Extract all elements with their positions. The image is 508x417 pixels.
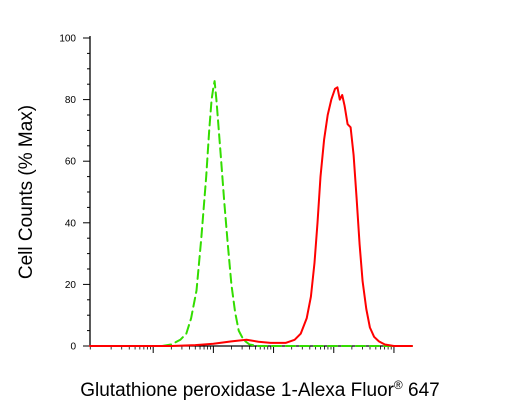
y-axis-label: Cell Counts (% Max)	[16, 105, 37, 279]
x-axis-label: Glutathione peroxidase 1-Alexa Fluor® 64…	[80, 378, 440, 401]
y-tick-label: 20	[65, 280, 77, 291]
histogram-line-solid	[89, 86, 413, 347]
x-axis-label-suffix: 647	[403, 380, 440, 401]
axes-group: 0 20 40 60 80 100	[59, 34, 412, 353]
x-axis-label-main: Glutathione peroxidase 1-Alexa Fluor	[80, 380, 394, 401]
plot-lines	[89, 80, 413, 347]
y-tick-label: 100	[59, 34, 76, 45]
y-tick-label: 80	[65, 95, 77, 106]
y-tick-label: 0	[70, 342, 76, 353]
y-tick-label: 40	[65, 218, 77, 229]
histogram-line-dashed	[161, 80, 413, 347]
y-tick-label: 60	[65, 157, 77, 168]
x-axis-label-registered-mark: ®	[394, 378, 403, 392]
